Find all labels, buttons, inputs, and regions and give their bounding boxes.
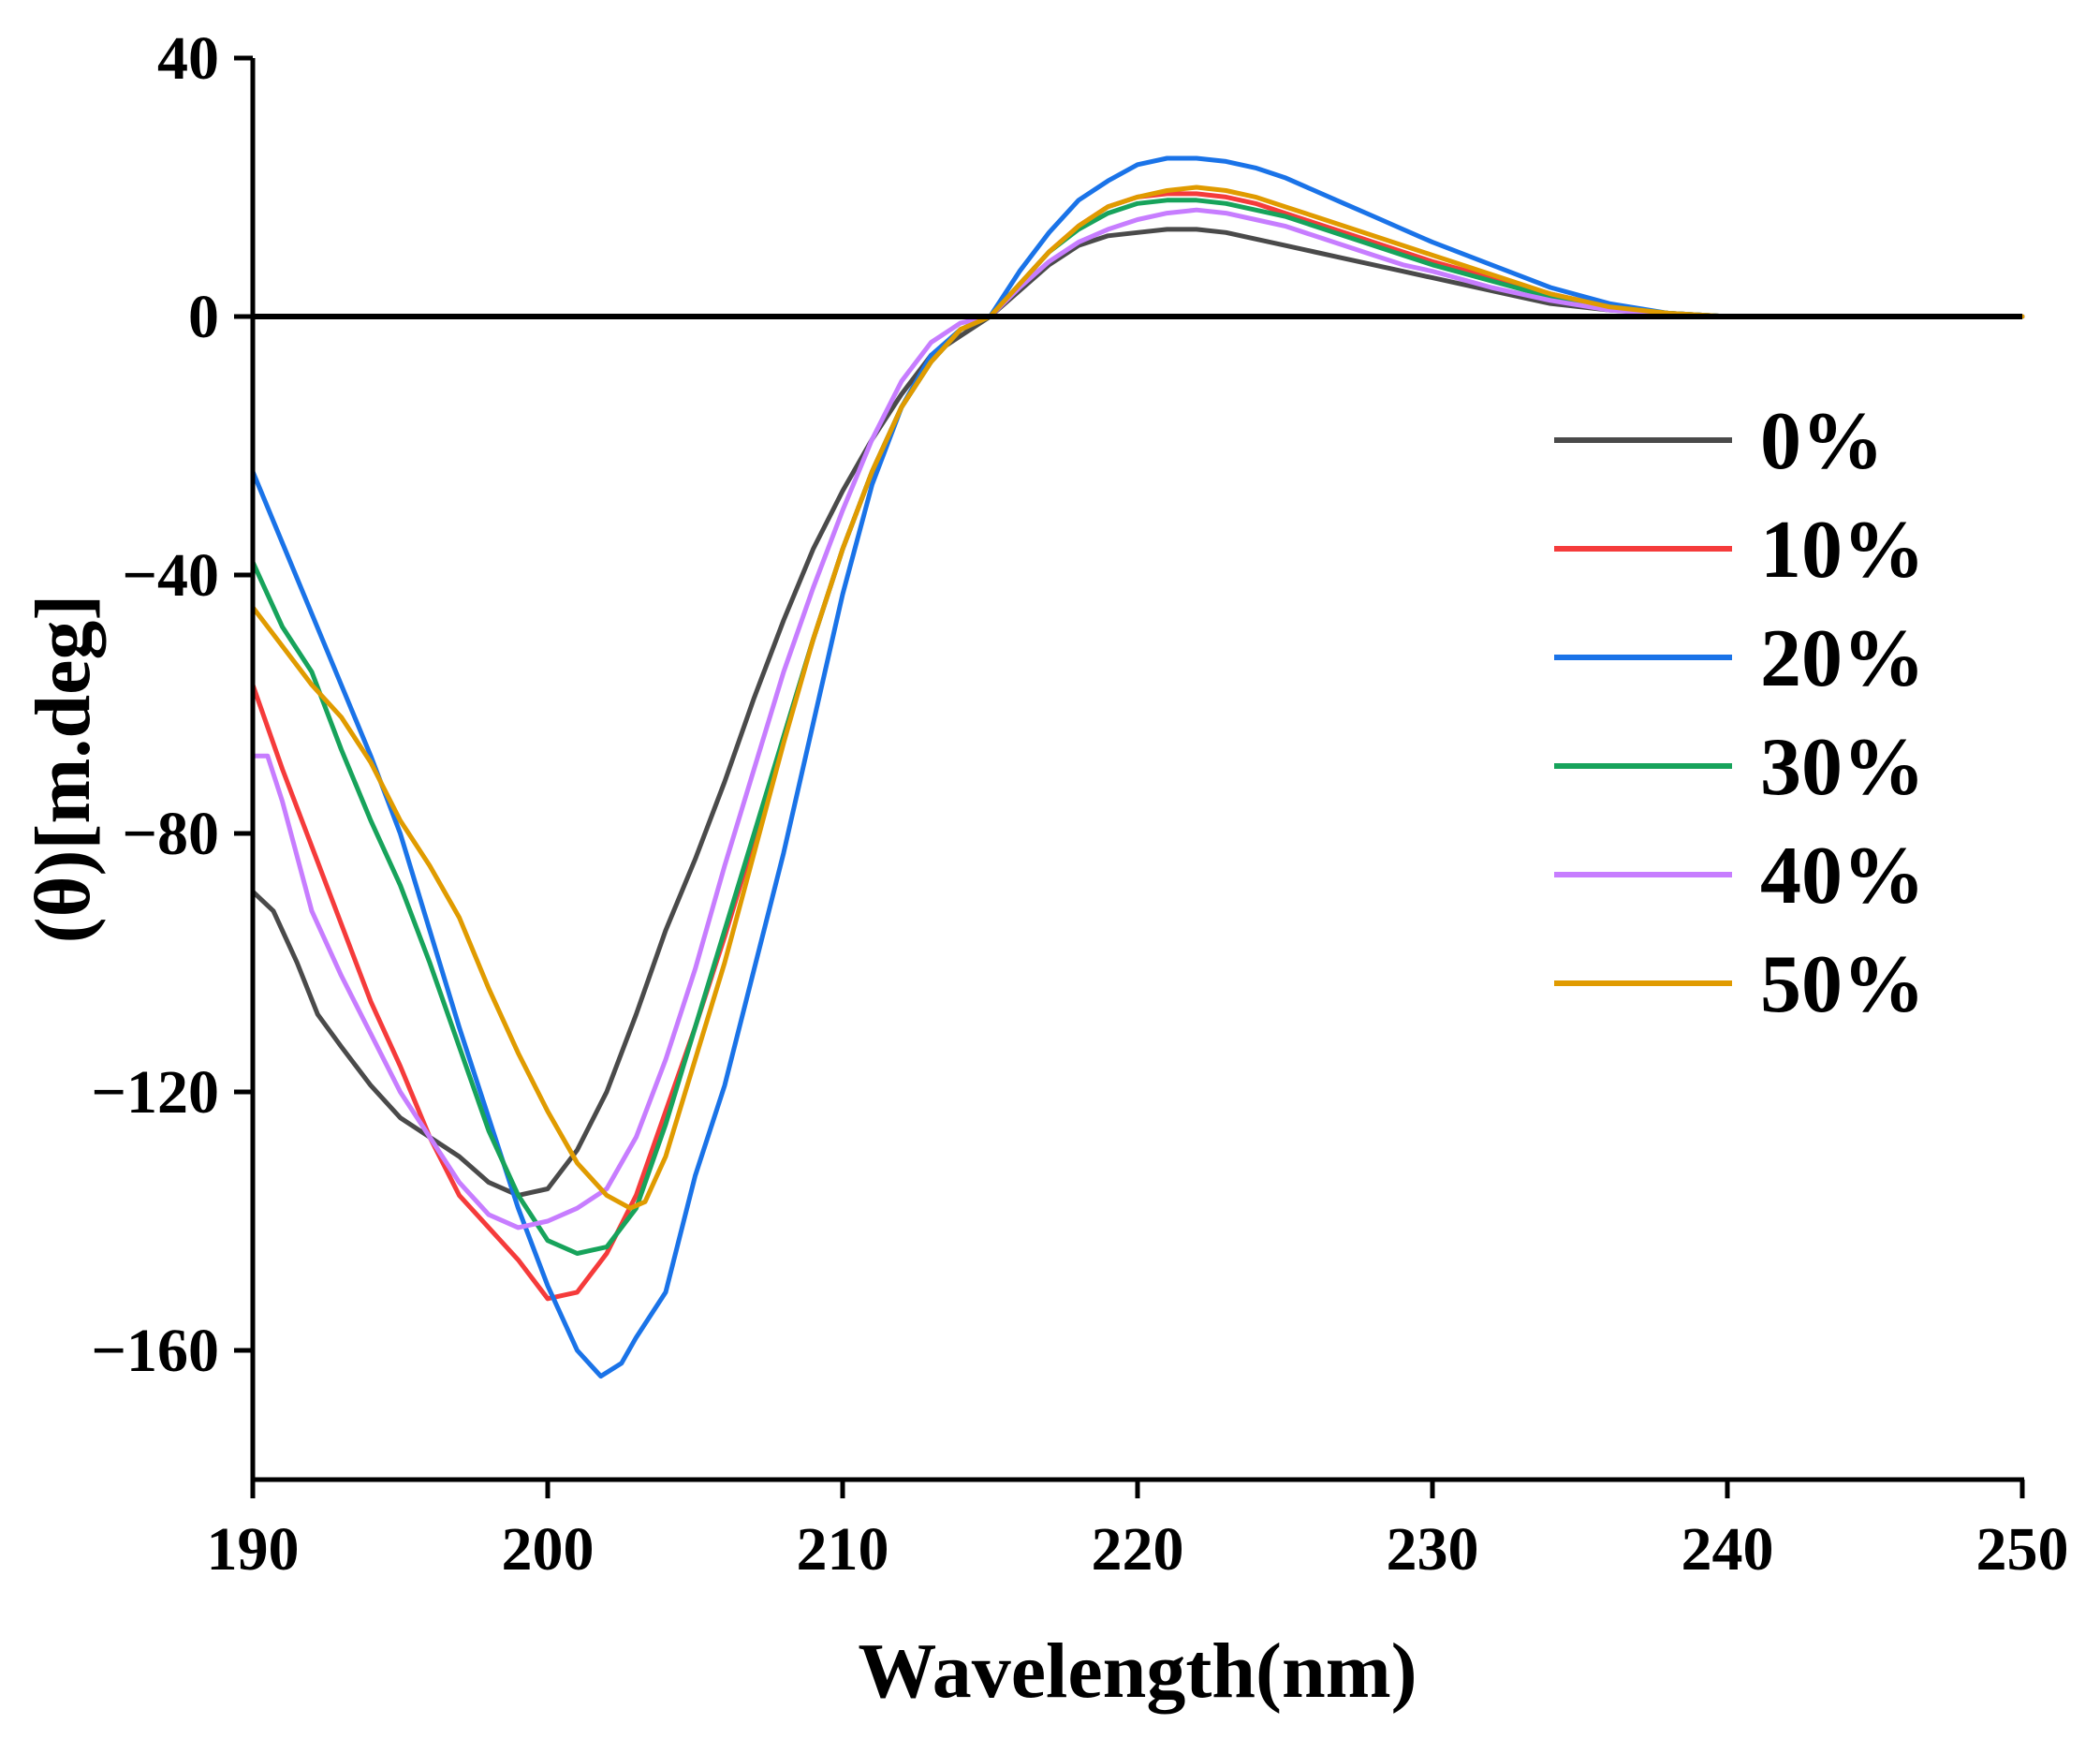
legend-label: 30% [1760,722,1925,813]
series-line-30pct [250,198,2025,1256]
y-axis-ticks: 40 0 −40 −80 −120 −160 [91,24,253,1385]
x-tick-label: 230 [1387,1515,1479,1584]
x-tick-label: 250 [1976,1515,2069,1584]
series-line-20pct [250,155,2025,1379]
axes [250,58,2024,1482]
y-tick-label: −40 [122,541,219,610]
y-tick-label: −80 [122,800,219,868]
series-layer [250,155,2025,1379]
y-axis-title: (θ)[m.deg] [20,595,107,944]
legend: 0% 10% 20% 30% 40% 50% [1554,396,1925,1030]
series-line-40pct [250,207,2025,1231]
x-tick-label: 220 [1092,1515,1184,1584]
legend-label: 0% [1760,396,1884,487]
legend-label: 40% [1760,831,1925,921]
x-axis-title: Wavelength(nm) [858,1628,1417,1715]
x-tick-label: 240 [1681,1515,1774,1584]
series-line-10pct [250,191,2025,1302]
y-tick-label: −160 [91,1317,219,1385]
x-tick-label: 210 [797,1515,889,1584]
y-tick-label: −120 [91,1058,219,1127]
y-tick-label: 0 [188,283,219,351]
legend-label: 20% [1760,613,1925,704]
legend-label: 50% [1760,939,1925,1030]
legend-label: 10% [1760,505,1925,596]
x-axis-ticks: 190 200 210 220 230 240 250 [207,1480,2069,1584]
x-tick-label: 190 [207,1515,300,1584]
x-tick-label: 200 [502,1515,595,1584]
y-tick-label: 40 [157,24,219,93]
series-line-50pct [250,184,2025,1211]
